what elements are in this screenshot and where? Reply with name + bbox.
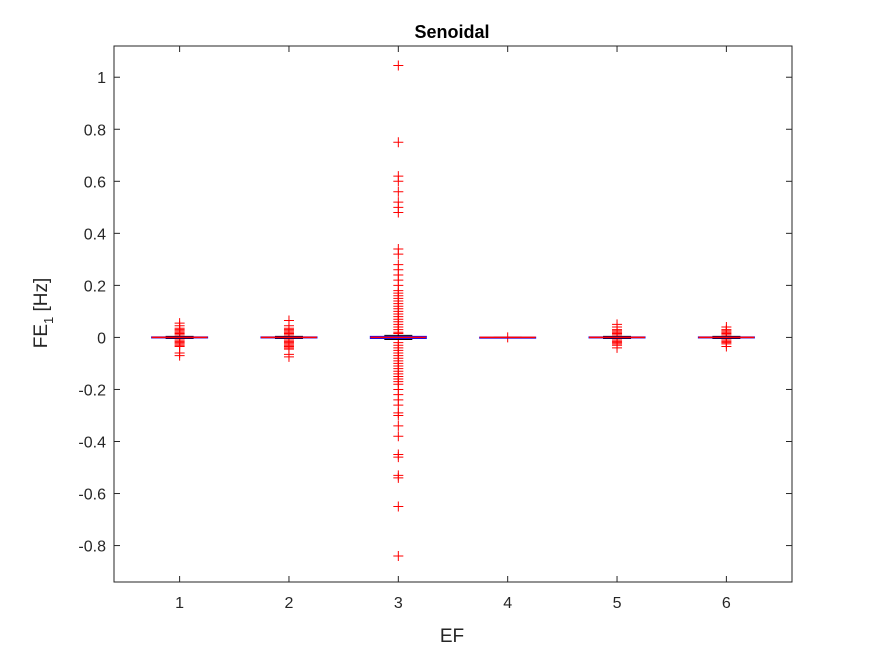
- x-tick-label: 3: [394, 595, 403, 612]
- plot-area: 1 2 3 4 5 6 -0.8 -0.6 -0.4 -0.2 0 0.2 0.4 0.6 0.8 1: [78, 45, 793, 612]
- outlier-marker: [393, 550, 404, 561]
- outlier-marker: [393, 249, 404, 260]
- y-tick-label: -0.8: [78, 539, 106, 556]
- outlier-marker: [393, 501, 404, 512]
- y-tick-label: 0.4: [84, 226, 106, 243]
- outlier-marker: [283, 351, 294, 362]
- box-group-1: [151, 318, 209, 361]
- chart-title: Senoidal: [414, 22, 489, 42]
- y-tick-label: -0.6: [78, 487, 106, 504]
- box-group-5: [588, 319, 646, 353]
- y-axis-title: FE1 [Hz]: [31, 278, 56, 349]
- outlier-marker: [174, 350, 185, 361]
- box-group-6: [697, 322, 755, 352]
- outlier-marker: [393, 472, 404, 483]
- x-axis-title: EF: [440, 626, 464, 647]
- x-tick-label: 6: [722, 595, 731, 612]
- outlier-marker: [721, 341, 732, 352]
- x-axis-ticks: 1 2 3 4 5 6: [175, 46, 731, 612]
- outlier-marker: [393, 420, 404, 431]
- outlier-marker: [393, 176, 404, 187]
- box-group-4: [479, 332, 537, 343]
- axes-frame: [113, 45, 793, 583]
- x-tick-label: 5: [613, 595, 622, 612]
- outlier-marker: [393, 137, 404, 148]
- y-axis-ticks: -0.8 -0.6 -0.4 -0.2 0 0.2 0.4 0.6 0.8 1: [78, 70, 792, 556]
- box-group-2: [260, 315, 318, 362]
- outlier-marker: [612, 342, 623, 353]
- outlier-marker: [393, 186, 404, 197]
- outlier-marker: [393, 207, 404, 218]
- outlier-marker: [393, 410, 404, 421]
- y-tick-label: 0: [97, 330, 106, 347]
- y-axis-title-unit: [Hz]: [31, 278, 52, 317]
- box-group-3: [369, 60, 427, 561]
- box-groups: [151, 60, 755, 561]
- outlier-marker: [393, 60, 404, 71]
- y-axis-title-base: FE: [31, 324, 52, 348]
- y-tick-label: 0.6: [84, 174, 106, 191]
- x-tick-label: 4: [503, 595, 512, 612]
- outlier-marker: [393, 431, 404, 442]
- y-tick-label: -0.4: [78, 434, 106, 451]
- x-tick-label: 1: [175, 595, 184, 612]
- y-tick-label: -0.2: [78, 382, 106, 399]
- y-axis-title-subscript: 1: [41, 317, 56, 324]
- y-tick-label: 1: [97, 70, 106, 87]
- outlier-marker: [393, 452, 404, 463]
- y-tick-label: 0.2: [84, 278, 106, 295]
- x-tick-label: 2: [285, 595, 294, 612]
- y-tick-label: 0.8: [84, 122, 106, 139]
